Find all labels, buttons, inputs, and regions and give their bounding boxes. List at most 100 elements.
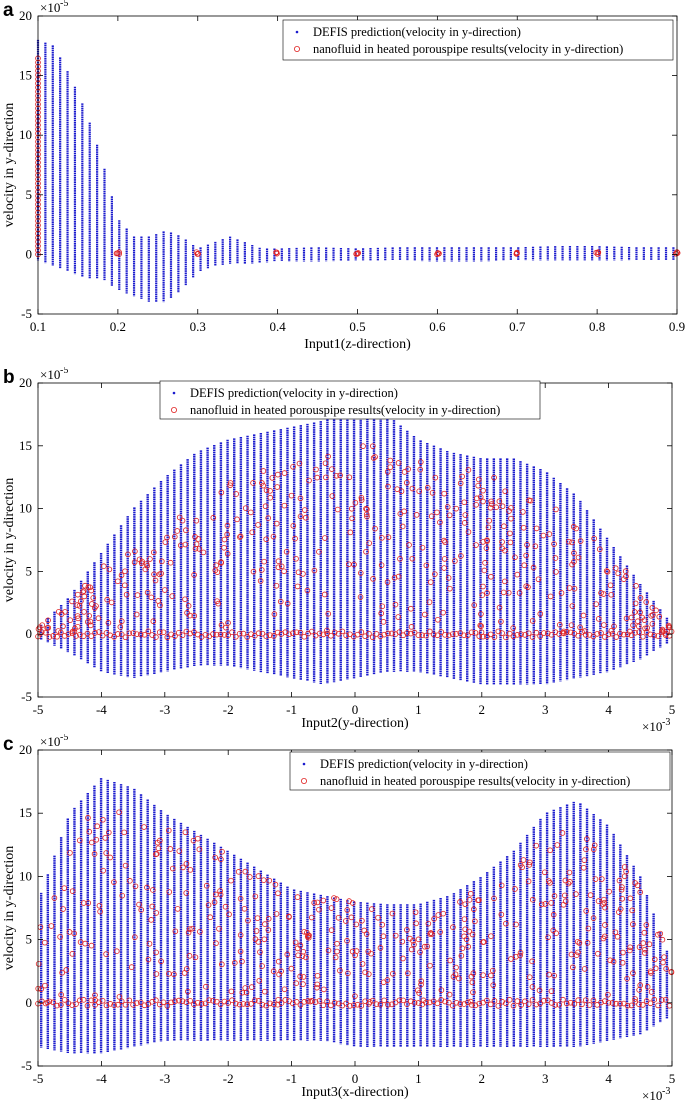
nanofluid-point (526, 497, 532, 504)
nanofluid-point (621, 864, 628, 870)
nanofluid-point (522, 998, 528, 1005)
nanofluid-point (335, 914, 342, 921)
nanofluid-point (416, 990, 422, 996)
nanofluid-point (115, 1001, 121, 1008)
nanofluid-point (453, 999, 460, 1006)
nanofluid-point (459, 945, 466, 952)
x-tick-label: 0.3 (190, 319, 206, 334)
x-tick-label: 0.9 (669, 319, 685, 334)
nanofluid-point (228, 877, 234, 884)
nanofluid-point (449, 1002, 456, 1009)
legend-label-nanofluid: nanofluid in heated porouspipe results(v… (190, 403, 500, 417)
nanofluid-point (447, 957, 454, 964)
nanofluid-point (614, 933, 621, 940)
nanofluid-point (488, 972, 494, 979)
nanofluid-point (525, 630, 532, 637)
nanofluid-point (171, 971, 177, 978)
nanofluid-point (233, 1000, 239, 1007)
nanofluid-point (533, 629, 540, 636)
nanofluid-point (87, 618, 94, 625)
nanofluid-point (424, 484, 431, 491)
nanofluid-point (406, 542, 412, 548)
nanofluid-point (309, 628, 315, 635)
nanofluid-point (300, 974, 307, 980)
nanofluid-point (343, 632, 349, 639)
nanofluid-point (417, 459, 424, 465)
nanofluid-point (609, 630, 616, 637)
nanofluid-point (473, 542, 479, 548)
nanofluid-point (660, 959, 666, 966)
nanofluid-point (538, 901, 545, 908)
nanofluid-point (619, 959, 626, 966)
nanofluid-point (523, 583, 529, 590)
nanofluid-point (405, 970, 411, 977)
x-tick-label: 0.1 (30, 319, 46, 334)
nanofluid-point (304, 587, 311, 594)
nanofluid-point (263, 487, 270, 494)
nanofluid-point (292, 535, 298, 542)
nanofluid-point (366, 971, 372, 977)
nanofluid-point (218, 856, 224, 863)
nanofluid-point (252, 936, 259, 942)
nanofluid-point (231, 960, 238, 966)
nanofluid-point (663, 965, 669, 972)
nanofluid-point (381, 631, 387, 638)
nanofluid-point (260, 482, 266, 489)
nanofluid-point (248, 984, 255, 990)
nanofluid-point (221, 544, 227, 551)
nanofluid-point (255, 998, 262, 1004)
nanofluid-point (150, 618, 157, 625)
nanofluid-point (570, 964, 576, 971)
nanofluid-point (483, 545, 490, 551)
nanofluid-point (286, 914, 292, 920)
nanofluid-point (333, 473, 340, 479)
nanofluid-point (297, 513, 304, 520)
nanofluid-point (293, 980, 300, 986)
nanofluid-point (470, 989, 476, 996)
nanofluid-point (187, 998, 193, 1004)
nanofluid-point (145, 628, 152, 635)
nanofluid-point (131, 559, 138, 566)
nanofluid-point (484, 538, 490, 544)
nanofluid-point (271, 1001, 277, 1008)
nanofluid-point (322, 460, 329, 467)
nanofluid-point (394, 486, 400, 492)
nanofluid-point (598, 630, 604, 636)
nanofluid-point (605, 999, 612, 1006)
nanofluid-point (473, 501, 479, 508)
nanofluid-point (573, 525, 580, 532)
nanofluid-point (86, 828, 93, 835)
nanofluid-point (535, 576, 542, 583)
nanofluid-point (618, 886, 625, 893)
nanofluid-point (225, 632, 232, 638)
nanofluid-point (281, 502, 288, 509)
nanofluid-point (617, 906, 624, 912)
nanofluid-point (533, 842, 540, 849)
nanofluid-point (478, 611, 484, 617)
nanofluid-point (210, 631, 216, 637)
y-tick-label: 20 (19, 8, 32, 23)
nanofluid-point (116, 994, 123, 1000)
nanofluid-point (349, 948, 356, 955)
nanofluid-point (222, 903, 229, 910)
nanofluid-point (259, 630, 266, 637)
nanofluid-point (78, 598, 84, 604)
nanofluid-point (404, 479, 410, 486)
nanofluid-point (218, 560, 224, 566)
nanofluid-point (514, 632, 521, 638)
nanofluid-point (537, 1000, 543, 1007)
nanofluid-point (533, 525, 540, 532)
nanofluid-point (221, 632, 228, 638)
nanofluid-point (259, 963, 265, 969)
nanofluid-point (407, 998, 414, 1004)
nanofluid-point (481, 567, 488, 574)
nanofluid-point (372, 454, 378, 460)
x-tick-label: 0.6 (429, 319, 446, 334)
nanofluid-point (563, 629, 570, 635)
nanofluid-point (458, 952, 465, 959)
nanofluid-point (164, 1003, 171, 1009)
nanofluid-point (290, 630, 296, 637)
x-tick-label: 4 (605, 1071, 612, 1086)
nanofluid-point (275, 997, 281, 1003)
nanofluid-point (119, 892, 125, 899)
